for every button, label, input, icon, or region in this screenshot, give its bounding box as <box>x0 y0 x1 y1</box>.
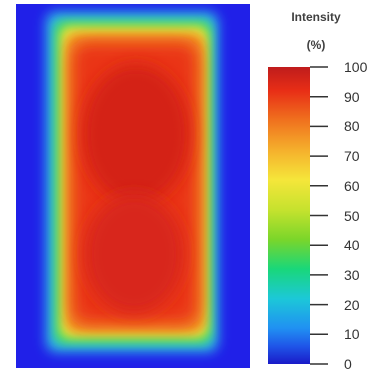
heatmap-field <box>46 12 218 352</box>
heatmap-plot <box>16 4 250 368</box>
colorbar-tick-label: 80 <box>344 118 360 135</box>
colorbar-tick-label: 90 <box>344 88 360 105</box>
colorbar-tick-label: 20 <box>344 296 360 313</box>
colorbar-unit: (%) <box>306 38 326 52</box>
colorbar-tick-label: 100 <box>344 59 368 75</box>
colorbar <box>268 67 310 364</box>
heat-core-upper <box>82 64 190 204</box>
colorbar-tick-label: 40 <box>344 237 360 254</box>
colorbar-tick-label: 70 <box>344 148 360 165</box>
colorbar-tick-label: 60 <box>344 177 360 194</box>
colorbar-tick-label: 10 <box>344 326 360 343</box>
colorbar-tick-label: 0 <box>344 356 352 372</box>
colorbar-title: Intensity <box>291 10 341 24</box>
heat-core-lower <box>84 194 184 314</box>
colorbar-tick-label: 30 <box>344 266 360 283</box>
colorbar-tick-label: 50 <box>344 207 360 224</box>
